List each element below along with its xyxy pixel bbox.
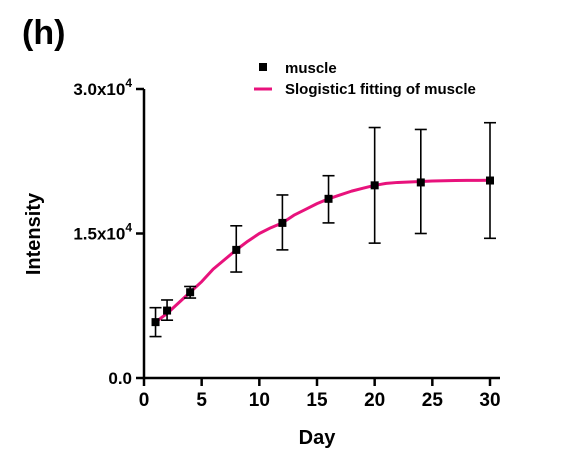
data-point	[324, 194, 333, 203]
x-tick-label: 5	[196, 390, 207, 411]
x-tick-label: 0	[139, 390, 150, 411]
x-tick-label: 10	[249, 390, 270, 411]
x-axis-title: Day	[299, 427, 337, 449]
fit-line	[154, 178, 492, 324]
data-point	[370, 181, 379, 190]
data-point	[232, 245, 241, 254]
points-layer	[149, 121, 496, 338]
legend-label-muscle: muscle	[285, 60, 337, 77]
x-tick-label: 15	[306, 390, 328, 411]
y-tick-label: 0.0	[108, 369, 132, 388]
data-point	[186, 288, 195, 297]
x-tick-label: 25	[422, 390, 444, 411]
x-tick-label: 20	[364, 390, 385, 411]
data-point	[278, 218, 287, 227]
axes: 0 5 10 15 20 25 30 0.0 1.5x104 3.0x104	[73, 76, 500, 411]
x-tick-label: 30	[479, 390, 500, 411]
data-point	[163, 306, 172, 315]
panel-label: (h)	[22, 14, 65, 52]
y-tick-label: 3.0x104	[73, 76, 132, 99]
legend: muscle Slogistic1 fitting of muscle	[254, 60, 476, 98]
data-point	[416, 178, 425, 187]
data-point	[486, 176, 494, 185]
legend-marker-muscle	[259, 63, 267, 71]
fit-layer	[154, 178, 492, 324]
y-tick-label: 1.5x104	[73, 221, 132, 244]
legend-label-fit: Slogistic1 fitting of muscle	[285, 81, 476, 98]
data-point	[151, 318, 160, 327]
y-axis-title: Intensity	[23, 192, 45, 275]
